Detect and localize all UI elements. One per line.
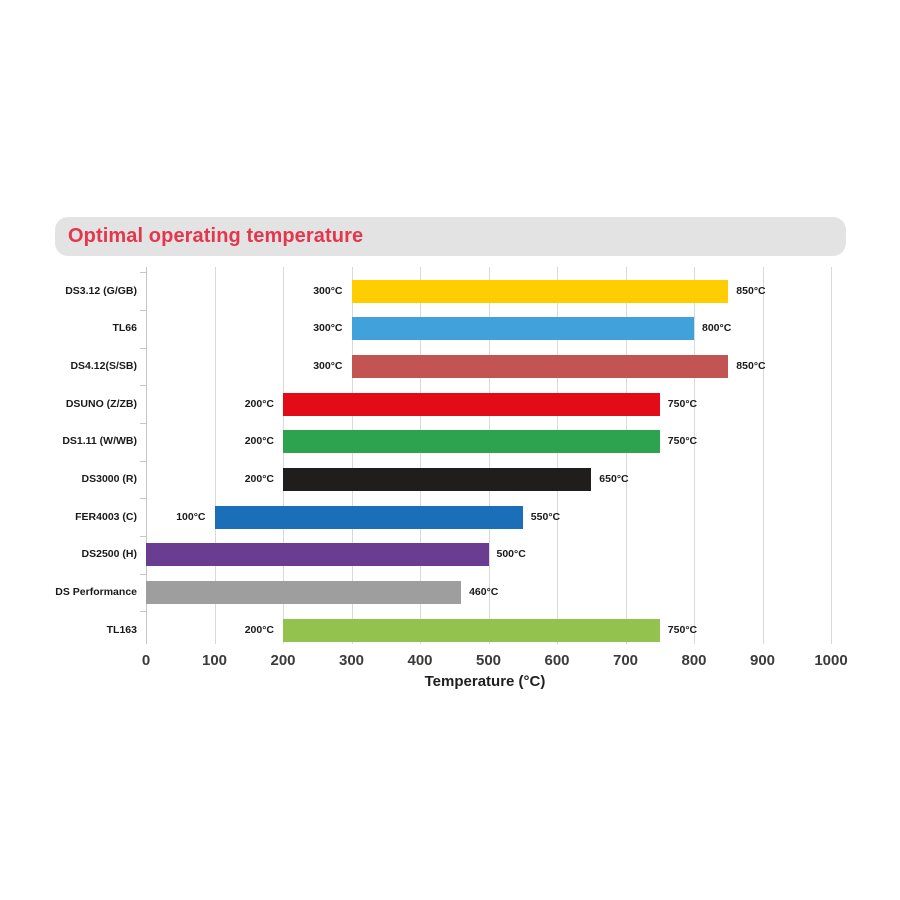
temperature-bar: [351, 354, 729, 378]
x-tick-label: 400: [407, 652, 433, 669]
bar-end-label: 550°C: [530, 510, 561, 523]
x-tick-label: 500: [475, 652, 502, 669]
y-axis-tick: [140, 498, 146, 500]
x-tick-label: 600: [544, 652, 570, 669]
y-axis-tick: [140, 573, 146, 575]
bar-end-label: 800°C: [702, 322, 732, 335]
bar-start-label: 200°C: [244, 397, 274, 410]
gridline: [762, 267, 764, 644]
bar-end-label: 850°C: [736, 359, 766, 372]
category-label: DS2500 (H): [81, 548, 137, 561]
bar-end-label: 500°C: [496, 548, 526, 561]
y-axis-tick: [140, 347, 146, 349]
category-label: DSUNO (Z/ZB): [65, 397, 137, 410]
y-axis-tick: [140, 422, 146, 424]
temperature-bar: [283, 467, 592, 491]
category-label: DS3.12 (G/GB): [65, 284, 137, 297]
gridline: [488, 267, 490, 644]
x-tick-label: 1000: [814, 652, 848, 669]
chart-title: Optimal operating temperature: [68, 225, 364, 247]
temperature-bar: [283, 430, 660, 454]
gridline: [420, 267, 421, 644]
temperature-bar: [283, 392, 660, 416]
y-axis-tick: [140, 460, 146, 462]
category-label: TL163: [106, 623, 137, 636]
gridline: [831, 267, 832, 644]
x-tick-label: 800: [681, 652, 707, 669]
gridline: [625, 267, 627, 644]
gridline: [351, 267, 353, 644]
temperature-bar: [214, 505, 523, 529]
category-label: DS Performance: [55, 585, 137, 598]
x-tick-label: 100: [201, 652, 228, 669]
category-label: FER4003 (C): [75, 510, 137, 523]
x-tick-label: 200: [270, 652, 296, 669]
bar-start-label: 200°C: [244, 623, 274, 636]
bar-start-label: 300°C: [313, 322, 343, 335]
bar-end-label: 750°C: [667, 397, 698, 410]
gridline: [214, 267, 216, 644]
bar-start-label: 300°C: [313, 284, 343, 297]
bar-start-label: 300°C: [313, 359, 343, 372]
category-label: TL66: [112, 322, 137, 335]
bar-start-label: 200°C: [244, 472, 274, 485]
chart-title-banner: Optimal operating temperature: [55, 217, 846, 256]
y-axis-line: [146, 267, 147, 644]
x-axis-label: Temperature (°C): [424, 673, 546, 690]
bar-end-label: 750°C: [667, 435, 698, 448]
y-axis-tick: [140, 535, 146, 537]
gridline: [283, 267, 284, 644]
bar-end-label: 460°C: [469, 585, 499, 598]
temperature-bar: [146, 580, 462, 604]
x-tick-label: 900: [749, 652, 776, 669]
y-axis-tick: [140, 385, 146, 387]
category-label: DS3000 (R): [81, 472, 137, 485]
bar-end-label: 650°C: [599, 472, 629, 485]
temperature-bar: [351, 279, 729, 303]
gridline: [557, 267, 558, 644]
x-tick-label: 300: [338, 652, 365, 669]
temperature-bar: [146, 543, 489, 567]
x-tick-label: 0: [141, 652, 151, 669]
y-axis-tick: [140, 272, 146, 274]
category-label: DS4.12(S/SB): [70, 359, 137, 372]
y-axis-tick: [140, 611, 146, 613]
x-tick-label: 700: [612, 652, 639, 669]
y-axis-tick: [140, 309, 146, 311]
bar-end-label: 750°C: [667, 623, 698, 636]
gridline: [694, 267, 695, 644]
bar-end-label: 850°C: [736, 284, 766, 297]
bar-start-label: 200°C: [244, 435, 274, 448]
temperature-bar: [283, 618, 660, 642]
category-label: DS1.11 (W/WB): [62, 435, 137, 448]
bar-start-label: 100°C: [176, 510, 206, 523]
temperature-bar: [351, 317, 694, 341]
